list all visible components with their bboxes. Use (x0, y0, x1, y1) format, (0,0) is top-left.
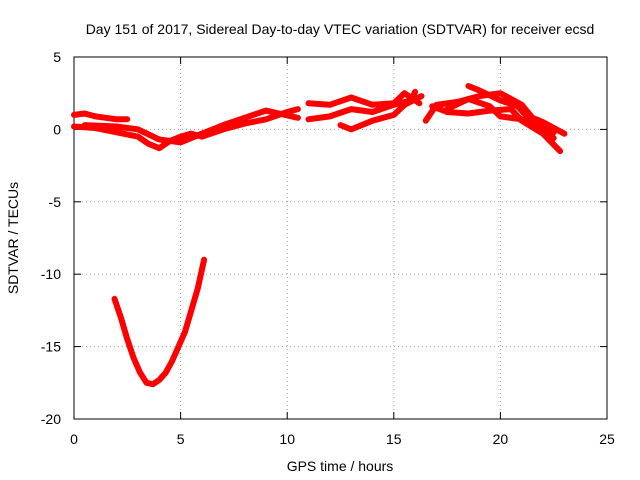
series-arc-2 (71, 106, 301, 152)
y-tick-label: -20 (41, 411, 61, 427)
x-tick-label: 20 (493, 431, 509, 447)
x-tick-label: 25 (599, 431, 615, 447)
x-axis-label: GPS time / hours (287, 458, 394, 474)
y-axis-label: SDTVAR / TECUs (5, 182, 21, 294)
x-tick-label: 10 (279, 431, 295, 447)
series-arc-1 (71, 110, 131, 123)
y-tick-label: 5 (53, 49, 61, 65)
series-arc-10 (444, 96, 557, 142)
series-arc-8 (429, 103, 564, 155)
series-arc-3 (81, 107, 301, 146)
series-arc-7 (422, 90, 568, 137)
x-tick-label: 15 (386, 431, 402, 447)
y-tick-label: -10 (41, 266, 61, 282)
y-tick-label: 0 (53, 121, 61, 137)
axis-ticks (73, 56, 608, 420)
series-arc-11 (111, 256, 208, 388)
series-arc-4 (305, 90, 423, 108)
x-tick-label: 5 (177, 431, 185, 447)
tick-labels: 0 5 10 15 20 25 -20 -15 -10 -5 0 5 (41, 49, 615, 447)
chart-title: Day 151 of 2017, Sidereal Day-to-day VTE… (86, 21, 595, 37)
y-tick-label: -15 (41, 339, 61, 355)
series-arc-6 (337, 93, 425, 133)
plot-frame (73, 56, 608, 420)
y-tick-label: -5 (49, 194, 62, 210)
x-tick-label: 0 (70, 431, 78, 447)
data-series (71, 83, 568, 388)
